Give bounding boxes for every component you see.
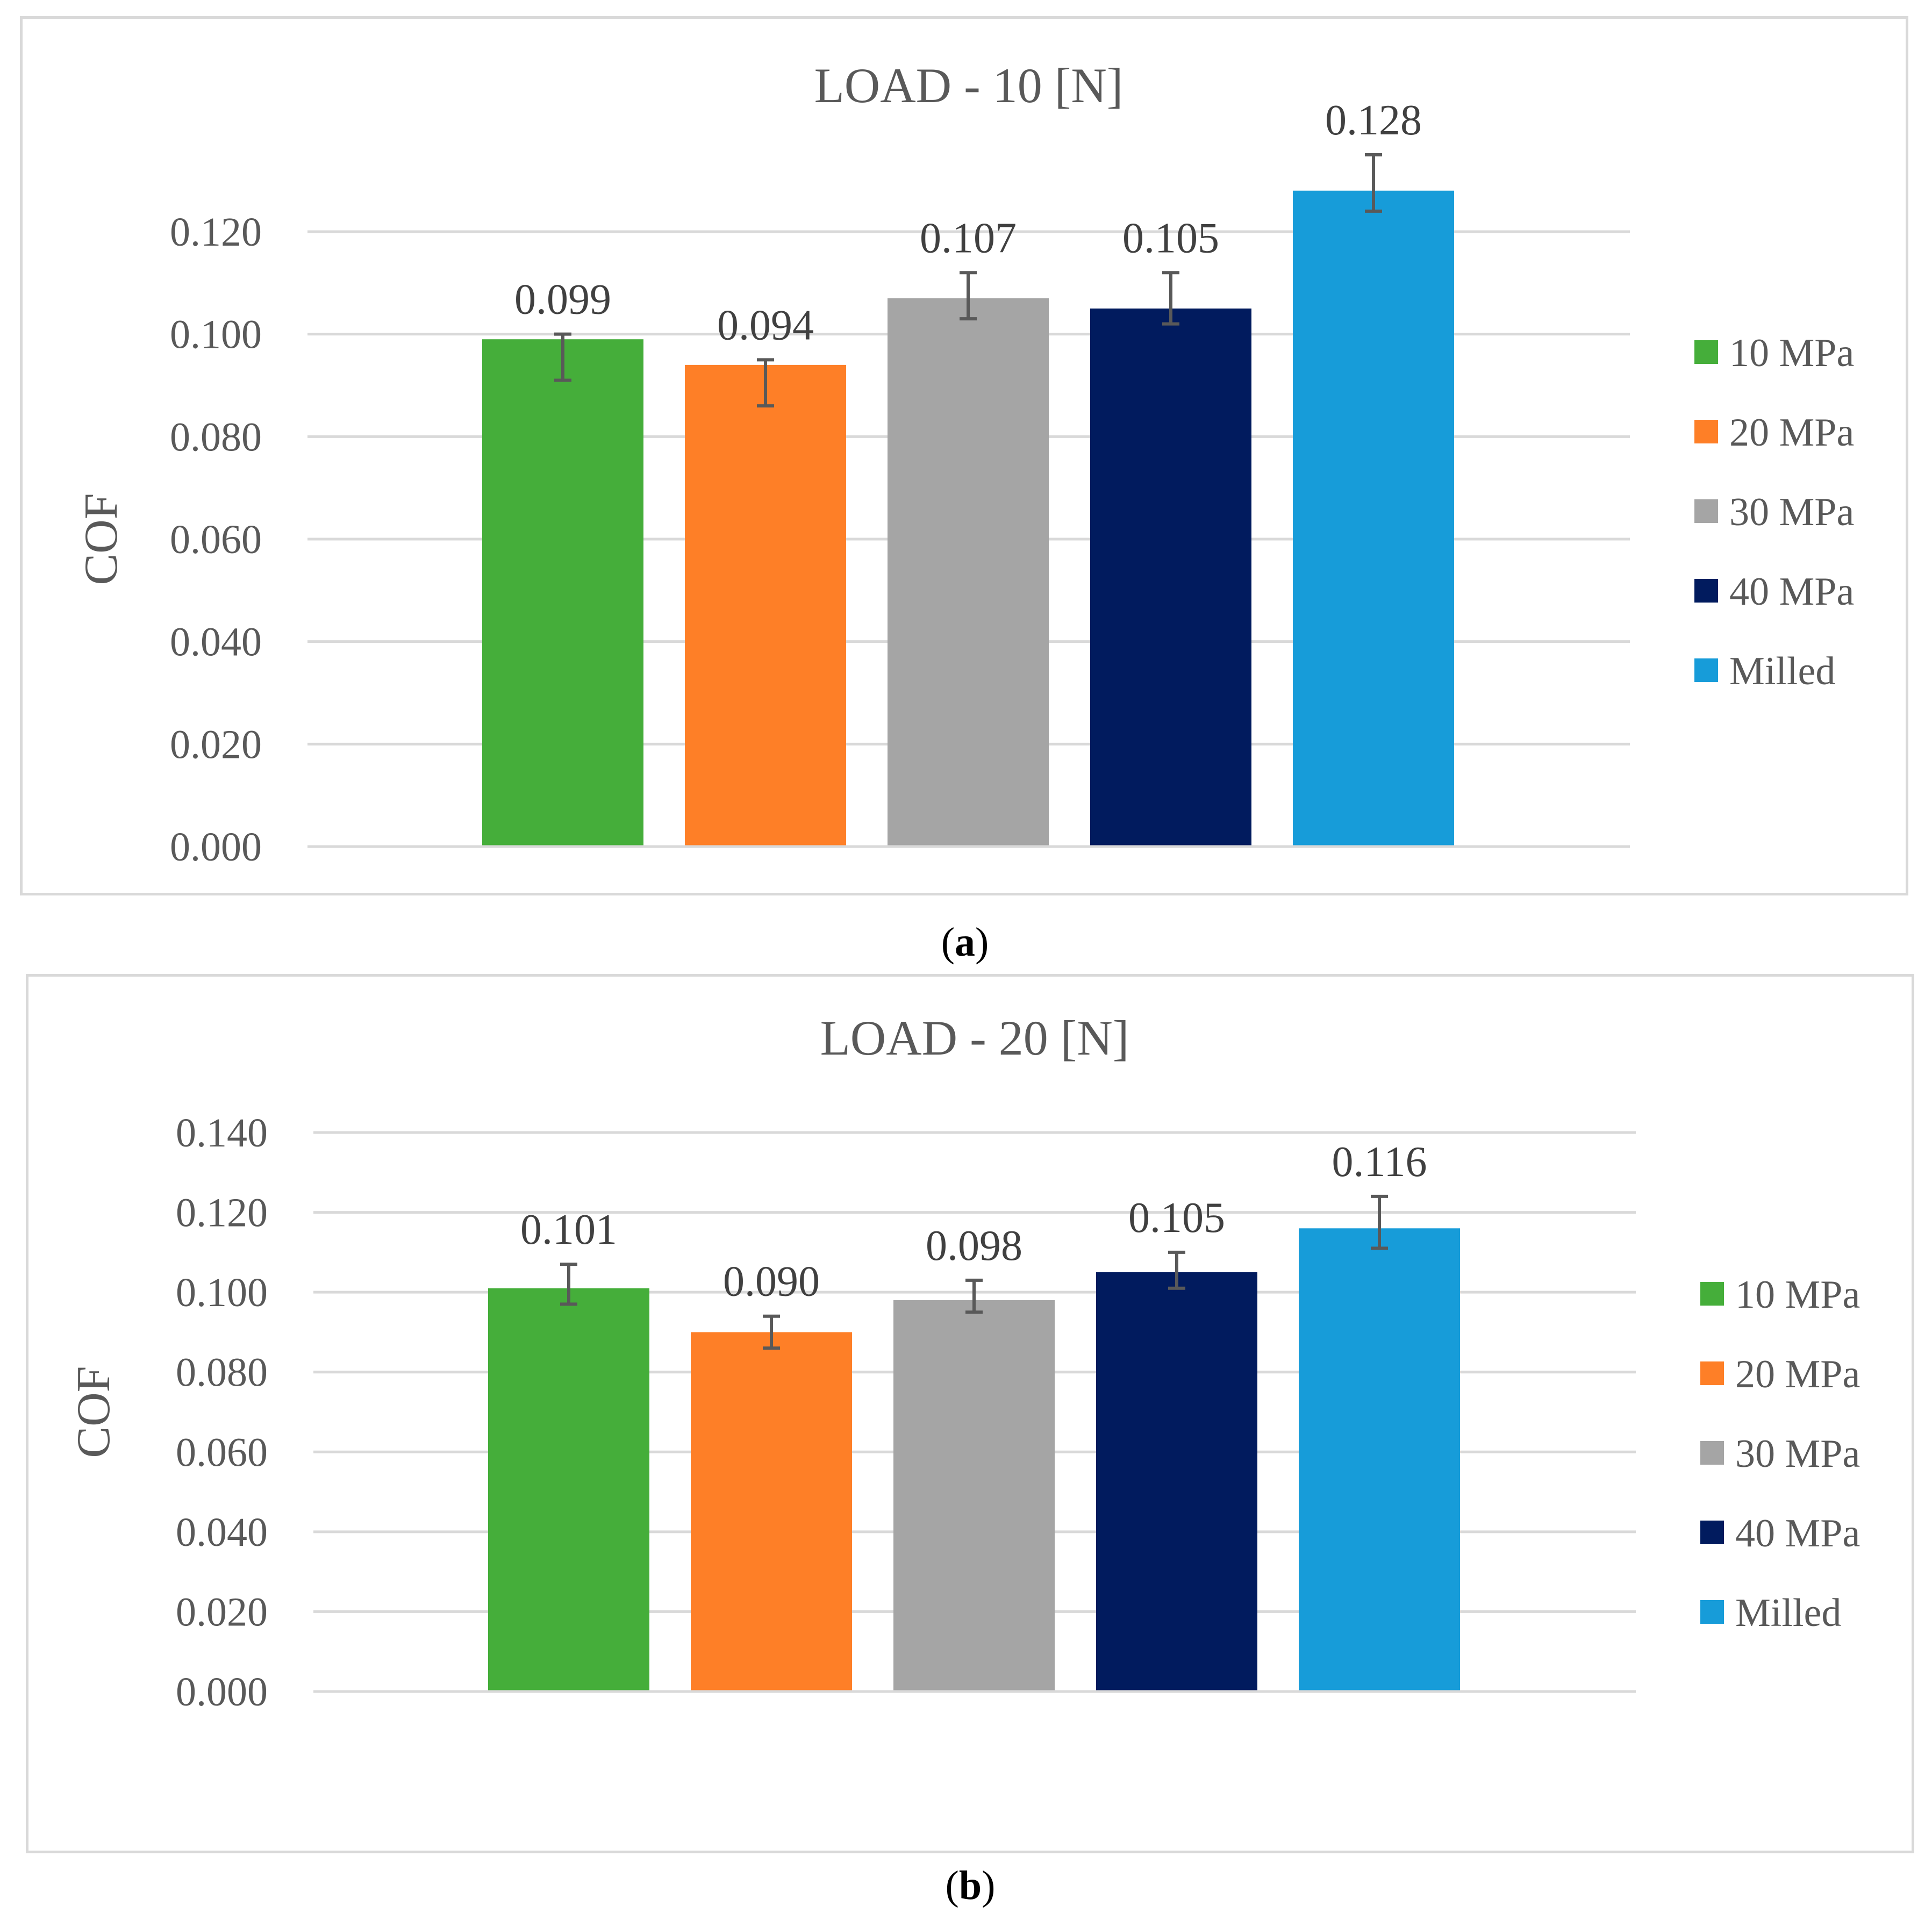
caption-b: (b): [945, 1863, 996, 1908]
legend-swatch: [1700, 1361, 1724, 1385]
legend-label: 40 MPa: [1735, 1511, 1860, 1556]
legend-swatch: [1700, 1521, 1724, 1544]
y-tick-label: 0.020: [170, 722, 262, 767]
data-label: 0.090: [723, 1258, 820, 1306]
y-tick-label: 0.100: [176, 1270, 268, 1315]
legend-swatch: [1694, 420, 1718, 443]
bar-10-mpa: [488, 1288, 649, 1692]
caption-b-letter: b: [958, 1863, 982, 1908]
legend-label: Milled: [1729, 649, 1835, 693]
legend-label: 40 MPa: [1729, 570, 1854, 614]
data-label: 0.105: [1128, 1194, 1225, 1242]
chart-panel-a: LOAD - 10 [N] 0.000 0.020 0.040 0.060 0.080 0.…: [20, 16, 1908, 895]
bar-milled: [1299, 1228, 1460, 1692]
y-axis-label: COF: [75, 493, 127, 585]
data-label: 0.128: [1325, 97, 1422, 144]
legend-swatch: [1694, 579, 1718, 603]
y-tick-label: 0.000: [170, 825, 262, 870]
data-label: 0.101: [520, 1206, 617, 1253]
bar-40-mpa: [1090, 309, 1251, 847]
y-tick-label: 0.120: [170, 210, 262, 255]
legend-label: 30 MPa: [1735, 1432, 1860, 1476]
legend-label: 10 MPa: [1735, 1273, 1860, 1317]
y-tick-label: 0.140: [176, 1110, 268, 1156]
legend-swatch: [1700, 1282, 1724, 1306]
data-label: 0.107: [920, 214, 1017, 262]
data-label: 0.098: [926, 1222, 1022, 1270]
y-axis-label: COF: [68, 1366, 120, 1458]
legend-swatch: [1694, 658, 1718, 682]
chart-title: LOAD - 20 [N]: [820, 1010, 1129, 1065]
legend-swatch: [1700, 1600, 1724, 1624]
y-tick-label: 0.040: [170, 620, 262, 665]
bar-30-mpa: [893, 1300, 1055, 1692]
bar-10-mpa: [482, 339, 643, 847]
bar-milled: [1293, 190, 1454, 847]
chart-title: LOAD - 10 [N]: [814, 58, 1124, 113]
legend-label: 30 MPa: [1729, 490, 1854, 534]
y-tick-label: 0.080: [170, 414, 262, 460]
bar-20-mpa: [685, 364, 846, 847]
y-tick-label: 0.000: [176, 1669, 268, 1715]
data-label: 0.116: [1332, 1138, 1427, 1186]
caption-a: (a): [941, 920, 989, 965]
bar-chart-b: LOAD - 20 [N] 0.000 0.020 0.040 0.060 0.080 0.…: [68, 1010, 1860, 1715]
legend-label: 20 MPa: [1735, 1352, 1860, 1396]
legend-label: 10 MPa: [1729, 331, 1854, 375]
data-label: 0.094: [717, 302, 814, 349]
legend-label: Milled: [1735, 1591, 1841, 1635]
caption-a-letter: a: [955, 920, 975, 965]
y-tick-label: 0.100: [170, 312, 262, 357]
data-label: 0.099: [514, 276, 611, 324]
legend-label: 20 MPa: [1729, 411, 1854, 455]
chart-panel-b: LOAD - 20 [N] 0.000 0.020 0.040 0.060 0.080 0.…: [26, 974, 1914, 1853]
bar-20-mpa: [691, 1332, 852, 1692]
y-tick-label: 0.040: [176, 1510, 268, 1555]
y-tick-label: 0.080: [176, 1350, 268, 1395]
y-tick-label: 0.060: [170, 517, 262, 562]
legend-swatch: [1694, 340, 1718, 364]
y-tick-label: 0.020: [176, 1589, 268, 1635]
bar-40-mpa: [1096, 1272, 1257, 1692]
bar-chart-a: LOAD - 10 [N] 0.000 0.020 0.040 0.060 0.080 0.…: [75, 58, 1854, 870]
bar-30-mpa: [888, 298, 1049, 847]
y-tick-label: 0.060: [176, 1430, 268, 1475]
y-tick-label: 0.120: [176, 1191, 268, 1236]
legend-swatch: [1694, 499, 1718, 523]
data-label: 0.105: [1122, 214, 1219, 262]
legend-swatch: [1700, 1441, 1724, 1465]
